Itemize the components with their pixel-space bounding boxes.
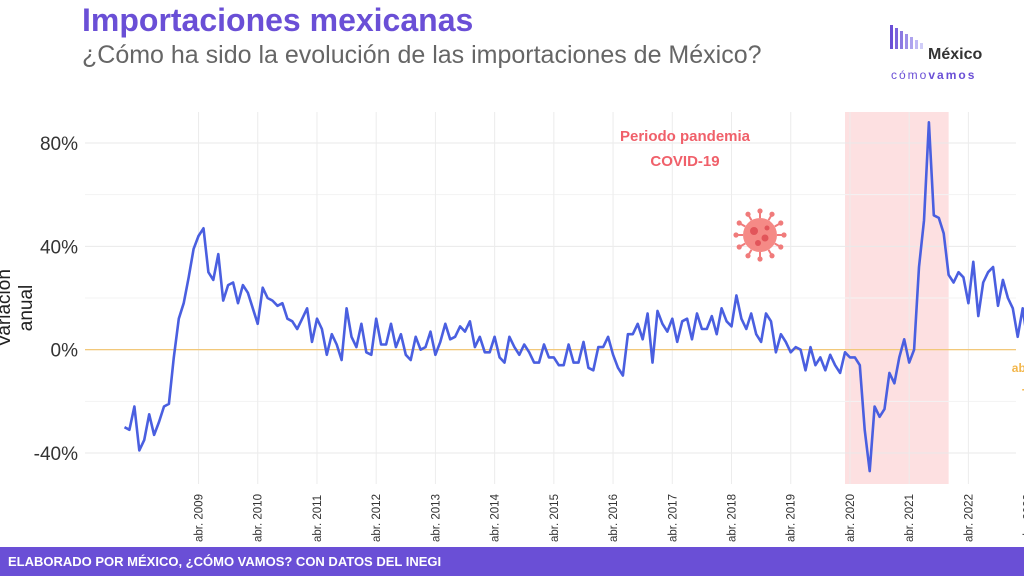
- pandemic-label-line2: COVID-19: [650, 153, 719, 170]
- page-subtitle: ¿Cómo ha sido la evolución de las import…: [82, 41, 762, 69]
- y-tick-label: 0%: [51, 341, 79, 362]
- virus-icon: [733, 208, 787, 262]
- y-tick-label: 80%: [40, 134, 78, 155]
- x-tick-label: abr. 2020: [845, 494, 857, 542]
- chart: -40% 0% 40% 80% abr. 2009 abr. 2010 abr. 2011 a…: [34, 112, 1024, 542]
- logo-sub-bold: vamos: [928, 68, 977, 82]
- page-title: Importaciones mexicanas: [82, 2, 474, 38]
- x-tick-label: abr. 2014: [490, 493, 502, 542]
- x-tick-label: abr. 2017: [667, 494, 679, 542]
- logo-sub-light: cómo: [891, 68, 929, 82]
- x-tick-label: abr. 2016: [608, 494, 620, 542]
- logo-word: México: [928, 46, 983, 63]
- x-tick-label: abr. 2015: [549, 494, 561, 542]
- x-tick-label: abr. 2023: [1023, 494, 1024, 542]
- footer-bar: ELABORADO POR MÉXICO, ¿CÓMO VAMOS? CON D…: [0, 547, 1024, 576]
- y-tick-label: -40%: [34, 444, 78, 465]
- x-tick-label: abr. 2019: [786, 494, 798, 542]
- x-tick-label: abr. 2012: [371, 494, 383, 542]
- last-date-label: abr. 2023: [1012, 361, 1024, 375]
- x-tick-label: abr. 2021: [904, 494, 916, 542]
- logo: México cómovamos: [888, 22, 1008, 92]
- x-tick-label: abr. 2018: [727, 494, 739, 542]
- logo-bars-icon: [890, 25, 923, 49]
- x-tick-label: abr. 2009: [194, 494, 206, 542]
- x-tick-label: abr. 2011: [312, 495, 324, 542]
- x-tick-label: abr. 2013: [430, 494, 442, 542]
- y-tick-label: 40%: [40, 237, 78, 258]
- series-line: [123, 121, 1024, 473]
- last-value-label: -3.3%: [1022, 382, 1024, 396]
- logo-subtitle: cómovamos: [891, 68, 976, 82]
- x-tick-label: abr. 2010: [253, 494, 265, 542]
- x-tick-label: abr. 2022: [963, 494, 975, 542]
- pandemic-label-line1: Periodo pandemia: [620, 128, 751, 145]
